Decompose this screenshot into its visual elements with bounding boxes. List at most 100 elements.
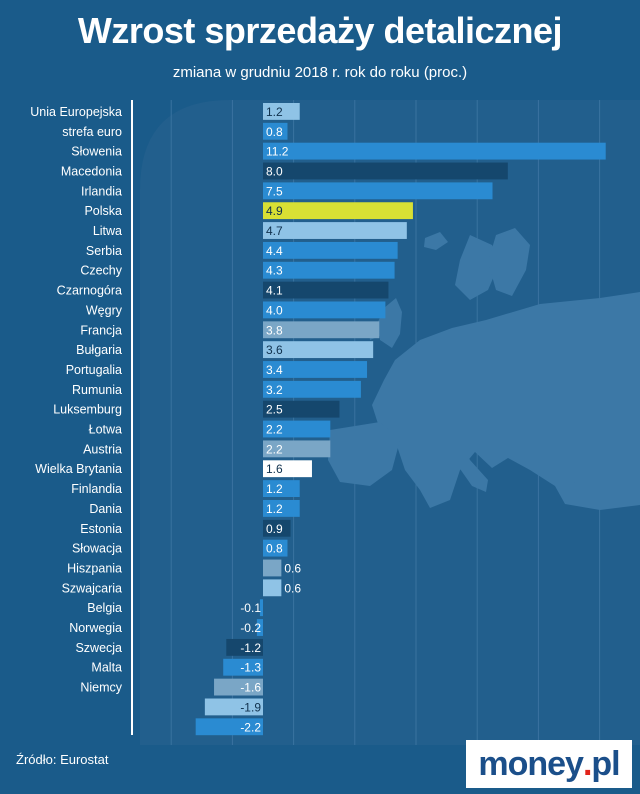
bar xyxy=(263,281,389,299)
category-label: Serbia xyxy=(86,244,122,258)
bar xyxy=(263,301,386,319)
value-label: 1.2 xyxy=(266,502,283,516)
logo-tld-text: pl xyxy=(591,744,620,783)
category-label: Rumunia xyxy=(72,383,122,397)
category-label: Norwegia xyxy=(69,621,122,635)
value-label: 7.5 xyxy=(266,184,283,198)
category-label: Niemcy xyxy=(80,681,122,695)
bar xyxy=(263,440,331,458)
money-pl-logo: money. pl xyxy=(466,740,632,788)
value-label: 1.6 xyxy=(266,462,283,476)
category-label: Macedonia xyxy=(61,164,122,178)
value-label: -0.2 xyxy=(240,621,261,635)
category-label: Łotwa xyxy=(89,423,122,437)
bar xyxy=(195,718,263,736)
value-label: 4.0 xyxy=(266,303,283,317)
value-label: 4.1 xyxy=(266,284,283,298)
category-label: Portugalia xyxy=(66,363,122,377)
chart-subtitle: zmiana w grudniu 2018 r. rok do roku (pr… xyxy=(172,64,468,81)
category-label: Słowenia xyxy=(71,145,122,159)
bar xyxy=(263,400,340,418)
value-label: 4.7 xyxy=(266,224,283,238)
value-label: 4.9 xyxy=(266,204,283,218)
value-label: 8.0 xyxy=(266,164,283,178)
bar xyxy=(263,380,361,398)
bar xyxy=(263,241,398,259)
category-label: Hiszpania xyxy=(67,561,122,575)
bar xyxy=(263,460,312,478)
bar xyxy=(256,619,263,636)
value-label: 3.6 xyxy=(266,343,283,357)
category-label: Czechy xyxy=(80,264,122,278)
bar xyxy=(263,480,300,497)
category-label: Czarnogóra xyxy=(57,284,122,298)
map-scandinavia xyxy=(455,235,500,300)
value-label: 4.3 xyxy=(266,264,283,278)
map-turkey xyxy=(555,478,640,510)
bar xyxy=(263,361,368,378)
bar xyxy=(214,678,263,696)
bar xyxy=(263,261,395,279)
category-label: Węgry xyxy=(86,303,123,317)
value-label: 1.2 xyxy=(266,482,283,496)
value-label: 0.8 xyxy=(266,125,283,139)
bar xyxy=(263,341,374,359)
value-label: -1.2 xyxy=(240,641,261,655)
bar xyxy=(263,202,413,220)
value-label: 2.5 xyxy=(266,403,283,417)
map-continent xyxy=(372,292,640,508)
value-label: 2.2 xyxy=(266,423,283,437)
bar xyxy=(263,500,300,517)
value-label: -1.3 xyxy=(240,661,261,675)
map-italy xyxy=(445,438,488,492)
chart-title: Wzrost sprzedaży detalicznej xyxy=(77,10,563,51)
category-label: Francja xyxy=(80,323,122,337)
bar xyxy=(263,222,407,239)
value-label: -1.9 xyxy=(240,700,261,714)
map-iberia xyxy=(328,422,400,486)
category-label: Belgia xyxy=(87,601,122,615)
bar xyxy=(263,142,606,160)
europe-map-illustration xyxy=(328,228,640,510)
value-label: 0.9 xyxy=(266,522,283,536)
logo-dot: . xyxy=(582,744,593,783)
source-note: Źródło: Eurostat xyxy=(16,752,109,767)
bar xyxy=(263,103,300,120)
bar xyxy=(263,519,291,537)
value-label: 4.4 xyxy=(266,244,283,258)
bar xyxy=(259,599,263,617)
bar xyxy=(263,559,282,577)
category-label: Polska xyxy=(84,204,122,218)
value-label: 3.8 xyxy=(266,323,283,337)
category-label: Irlandia xyxy=(81,184,122,198)
bar xyxy=(263,420,331,438)
category-label: Bułgaria xyxy=(76,343,122,357)
category-label: Estonia xyxy=(80,522,122,536)
bar xyxy=(263,579,282,597)
category-label: Malta xyxy=(91,661,122,675)
category-label: Luksemburg xyxy=(53,403,122,417)
bar xyxy=(204,698,263,716)
category-label: Austria xyxy=(83,442,122,456)
bars-layer xyxy=(195,103,606,736)
category-label: Słowacja xyxy=(72,542,122,556)
value-label: 0.6 xyxy=(284,561,301,575)
bar xyxy=(263,539,288,557)
value-label: 3.4 xyxy=(266,363,283,377)
value-label: 1.2 xyxy=(266,105,283,119)
bar xyxy=(263,162,508,180)
map-finland xyxy=(488,228,530,296)
category-label: strefa euro xyxy=(62,125,122,139)
bar xyxy=(226,638,263,656)
labels-layer: 1.2 Unia Europejska 0.8 strefa euro 11.2 Słow… xyxy=(30,105,301,734)
category-label: Szwecja xyxy=(75,641,122,655)
bar xyxy=(263,321,380,339)
category-label: Litwa xyxy=(93,224,122,238)
category-label: Unia Europejska xyxy=(30,105,122,119)
value-label: -1.6 xyxy=(240,681,261,695)
bar xyxy=(263,182,493,200)
bar xyxy=(263,122,288,140)
map-iceland xyxy=(424,232,448,250)
logo-main-text: money xyxy=(478,744,584,783)
